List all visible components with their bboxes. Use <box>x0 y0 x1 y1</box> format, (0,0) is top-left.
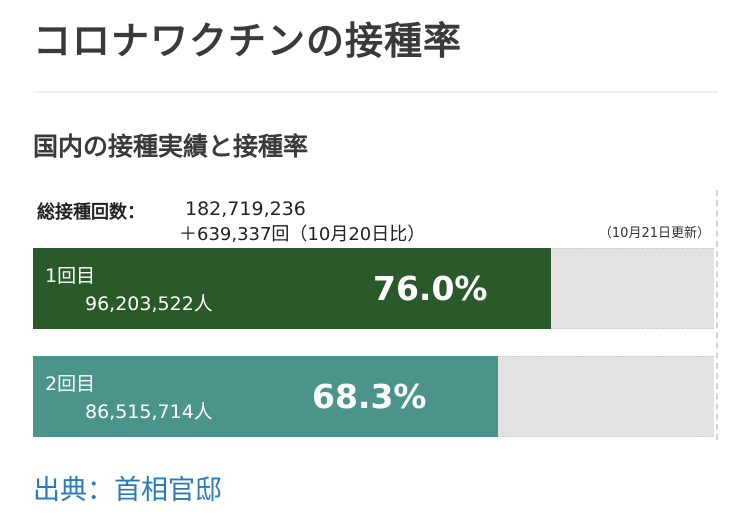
second-dose-bar: 2回目 86,515,714人 68.3% <box>33 356 714 437</box>
first-dose-rate: 76.0% <box>373 269 488 308</box>
first-dose-bar: 1回目 96,203,522人 76.0% <box>33 248 714 329</box>
divider <box>33 91 718 93</box>
first-dose-count: 96,203,522人 <box>85 293 213 315</box>
first-dose-label: 1回目 <box>45 265 96 287</box>
second-dose-rate: 68.3% <box>312 377 427 416</box>
second-dose-label: 2回目 <box>45 373 96 395</box>
update-date: （10月21日更新） <box>598 226 710 241</box>
second-dose-fill <box>33 356 499 437</box>
source-link[interactable]: 出典：首相官邸 <box>33 475 222 506</box>
second-dose-count: 86,515,714人 <box>85 401 213 423</box>
section-title: 国内の接種実績と接種率 <box>33 132 309 161</box>
total-doses-diff: ＋639,337回（10月20日比） <box>179 224 426 245</box>
total-doses-label: 総接種回数： <box>37 202 145 223</box>
total-doses-value: 182,719,236 <box>185 198 306 220</box>
vaccination-panel: 総接種回数： 182,719,236 ＋639,337回（10月20日比） （1… <box>33 190 718 440</box>
page-title: コロナワクチンの接種率 <box>33 19 463 63</box>
first-dose-fill <box>33 248 551 329</box>
